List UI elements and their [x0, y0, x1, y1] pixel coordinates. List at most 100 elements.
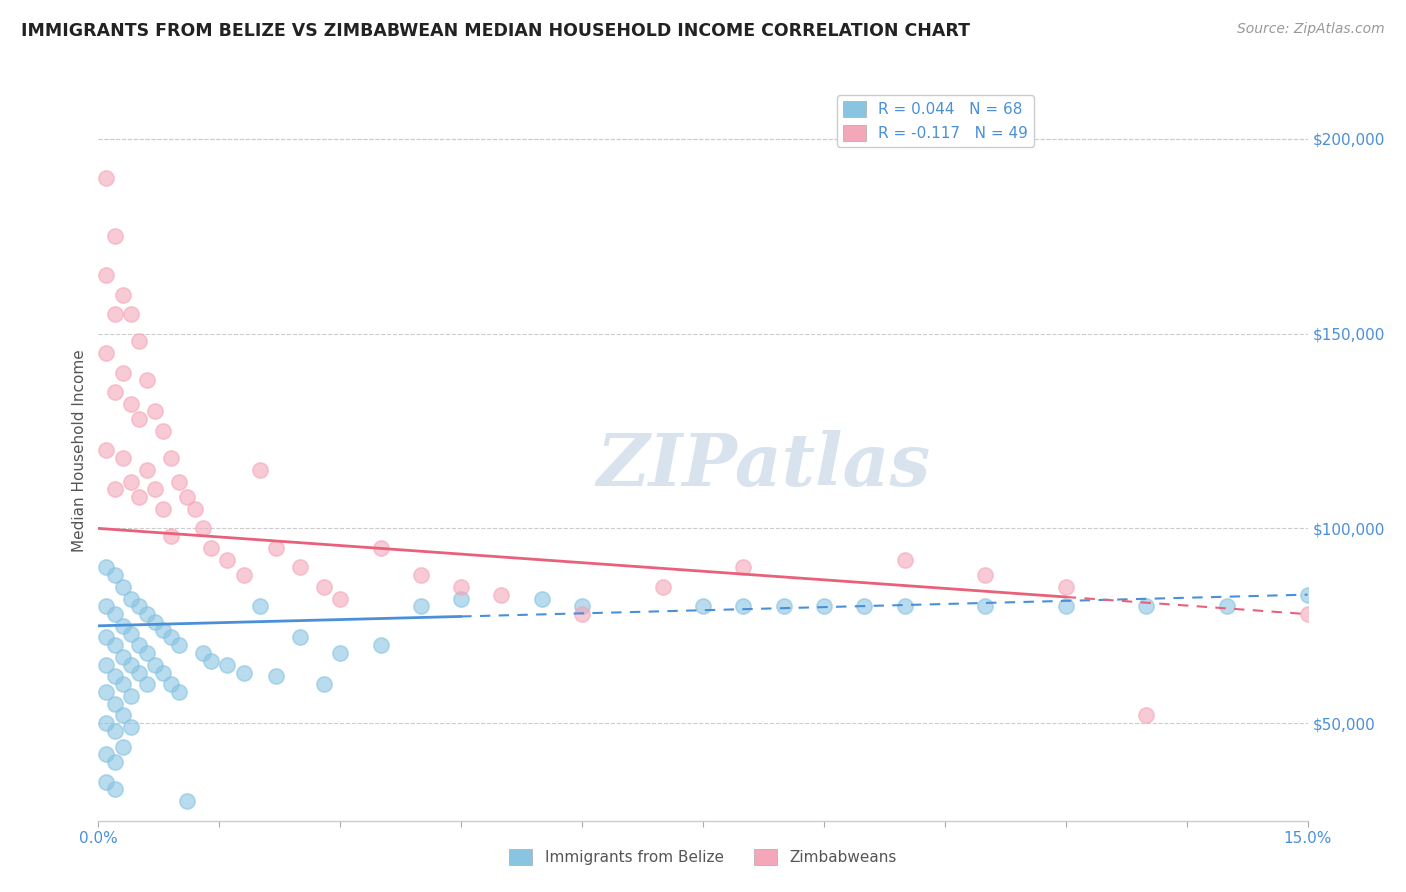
- Point: [491, 588, 513, 602]
- Point: [893, 552, 915, 566]
- Point: [103, 483, 125, 497]
- Point: [160, 677, 183, 691]
- Point: [120, 591, 142, 606]
- Point: [96, 346, 118, 360]
- Point: [1296, 588, 1319, 602]
- Point: [853, 599, 876, 614]
- Text: Source: ZipAtlas.com: Source: ZipAtlas.com: [1237, 22, 1385, 37]
- Point: [128, 665, 150, 680]
- Point: [120, 307, 142, 321]
- Point: [128, 638, 150, 652]
- Point: [120, 689, 142, 703]
- Point: [1296, 607, 1319, 621]
- Point: [135, 677, 157, 691]
- Point: [1054, 580, 1077, 594]
- Point: [176, 490, 198, 504]
- Point: [103, 638, 125, 652]
- Point: [264, 669, 287, 683]
- Point: [103, 782, 125, 797]
- Point: [143, 615, 166, 629]
- Point: [152, 424, 174, 438]
- Point: [96, 170, 118, 185]
- Point: [974, 599, 997, 614]
- Point: [152, 502, 174, 516]
- Point: [143, 404, 166, 418]
- Point: [184, 502, 207, 516]
- Point: [96, 599, 118, 614]
- Point: [111, 580, 134, 594]
- Point: [143, 483, 166, 497]
- Point: [167, 475, 190, 489]
- Point: [314, 580, 336, 594]
- Point: [111, 287, 134, 301]
- Point: [733, 599, 755, 614]
- Point: [450, 580, 472, 594]
- Point: [974, 568, 997, 582]
- Point: [111, 451, 134, 466]
- Point: [1054, 599, 1077, 614]
- Point: [96, 631, 118, 645]
- Legend: R = 0.044   N = 68, R = -0.117   N = 49: R = 0.044 N = 68, R = -0.117 N = 49: [837, 95, 1033, 147]
- Point: [288, 631, 311, 645]
- Text: ZIPatlas: ZIPatlas: [596, 430, 931, 500]
- Point: [96, 716, 118, 731]
- Point: [103, 607, 125, 621]
- Point: [128, 334, 150, 349]
- Point: [96, 657, 118, 672]
- Point: [96, 560, 118, 574]
- Point: [128, 599, 150, 614]
- Point: [200, 654, 222, 668]
- Point: [288, 560, 311, 574]
- Point: [120, 657, 142, 672]
- Point: [143, 657, 166, 672]
- Point: [111, 677, 134, 691]
- Point: [96, 443, 118, 458]
- Point: [893, 599, 915, 614]
- Point: [530, 591, 553, 606]
- Point: [160, 451, 183, 466]
- Point: [409, 599, 432, 614]
- Point: [193, 646, 215, 660]
- Point: [1135, 599, 1157, 614]
- Point: [135, 373, 157, 387]
- Y-axis label: Median Household Income: Median Household Income: [72, 349, 87, 552]
- Point: [103, 724, 125, 739]
- Point: [96, 774, 118, 789]
- Point: [772, 599, 794, 614]
- Point: [264, 541, 287, 555]
- Point: [103, 669, 125, 683]
- Legend: Immigrants from Belize, Zimbabweans: Immigrants from Belize, Zimbabweans: [503, 843, 903, 871]
- Point: [232, 568, 254, 582]
- Point: [103, 568, 125, 582]
- Point: [120, 397, 142, 411]
- Point: [96, 685, 118, 699]
- Point: [651, 580, 673, 594]
- Point: [103, 229, 125, 244]
- Point: [1216, 599, 1239, 614]
- Point: [160, 631, 183, 645]
- Point: [128, 490, 150, 504]
- Point: [120, 475, 142, 489]
- Point: [103, 307, 125, 321]
- Point: [135, 607, 157, 621]
- Point: [232, 665, 254, 680]
- Point: [217, 552, 239, 566]
- Point: [329, 591, 352, 606]
- Point: [111, 739, 134, 754]
- Point: [103, 755, 125, 769]
- Point: [167, 685, 190, 699]
- Point: [692, 599, 714, 614]
- Point: [111, 366, 134, 380]
- Point: [1135, 708, 1157, 723]
- Point: [329, 646, 352, 660]
- Point: [409, 568, 432, 582]
- Point: [120, 626, 142, 640]
- Point: [167, 638, 190, 652]
- Point: [193, 521, 215, 535]
- Point: [111, 708, 134, 723]
- Point: [135, 646, 157, 660]
- Point: [152, 665, 174, 680]
- Point: [103, 384, 125, 399]
- Point: [249, 599, 271, 614]
- Point: [96, 268, 118, 282]
